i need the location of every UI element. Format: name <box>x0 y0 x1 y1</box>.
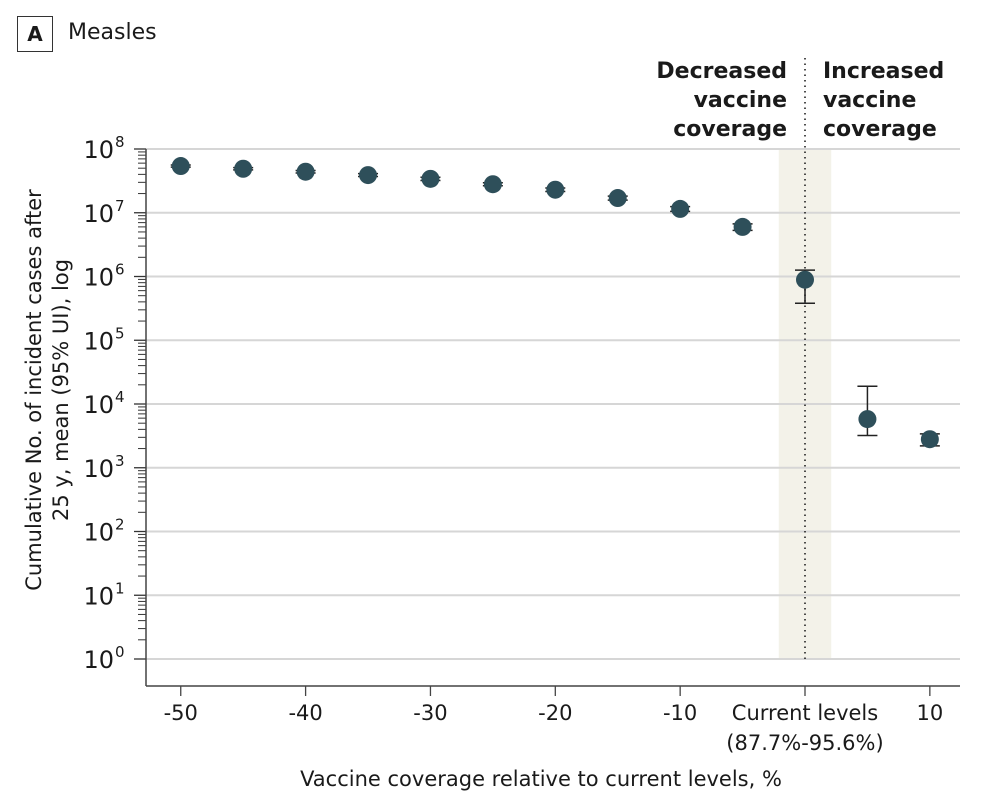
decreased-coverage-label: Decreased <box>656 59 787 84</box>
y-tick-label: 10 <box>83 582 114 610</box>
x-tick-label: 10 <box>916 701 943 725</box>
x-tick-sublabel: (87.7%-95.6%) <box>726 731 883 755</box>
data-point <box>296 162 315 181</box>
increased-coverage-label: vaccine <box>823 88 916 113</box>
y-tick-label: 10 <box>83 391 114 419</box>
data-point <box>171 157 190 176</box>
y-tick-label: 10 <box>83 455 114 483</box>
data-point <box>671 199 690 218</box>
panel-title: Measles <box>68 20 157 45</box>
x-tick-label: -40 <box>288 701 322 725</box>
x-tick-label: -10 <box>663 701 697 725</box>
data-point <box>858 410 877 429</box>
y-tick-label: 10 <box>83 264 114 292</box>
data-point <box>359 166 378 185</box>
y-tick-exponent: 5 <box>115 324 125 342</box>
x-axis-label: Vaccine coverage relative to current lev… <box>300 767 782 791</box>
y-tick-label: 10 <box>83 646 114 674</box>
data-point <box>796 270 814 289</box>
x-tick-label: -50 <box>164 701 198 725</box>
y-tick-exponent: 4 <box>115 388 125 406</box>
y-tick-exponent: 8 <box>115 133 125 151</box>
data-point <box>920 430 939 449</box>
data-point <box>733 217 752 236</box>
increased-coverage-label: coverage <box>823 117 937 142</box>
y-tick-exponent: 6 <box>115 261 125 279</box>
y-axis-label-line-1: Cumulative No. of incident cases after <box>22 189 46 591</box>
y-tick-label: 10 <box>83 327 114 355</box>
decreased-coverage-label: vaccine <box>694 88 787 113</box>
y-tick-label: 10 <box>83 136 114 164</box>
x-tick-label: Current levels <box>732 701 878 725</box>
increased-coverage-label: Increased <box>823 59 944 84</box>
x-tick-label: -30 <box>413 701 447 725</box>
data-point <box>608 189 627 208</box>
y-tick-exponent: 7 <box>115 197 125 215</box>
y-tick-exponent: 1 <box>115 579 125 597</box>
panel-letter-box: A <box>17 16 53 52</box>
decreased-coverage-label: coverage <box>673 117 787 142</box>
data-point <box>483 175 502 194</box>
y-tick-exponent: 2 <box>115 516 125 534</box>
y-tick-exponent: 0 <box>115 643 125 661</box>
y-axis-label-line-2: 25 y, mean (95% UI), log <box>49 259 73 521</box>
y-tick-label: 10 <box>83 200 114 228</box>
x-tick-label: -20 <box>538 701 572 725</box>
y-tick-exponent: 3 <box>115 452 125 470</box>
data-point <box>546 180 565 199</box>
panel-letter: A <box>27 22 43 46</box>
y-tick-label: 10 <box>83 519 114 547</box>
data-point <box>421 169 440 188</box>
data-point <box>234 159 253 178</box>
